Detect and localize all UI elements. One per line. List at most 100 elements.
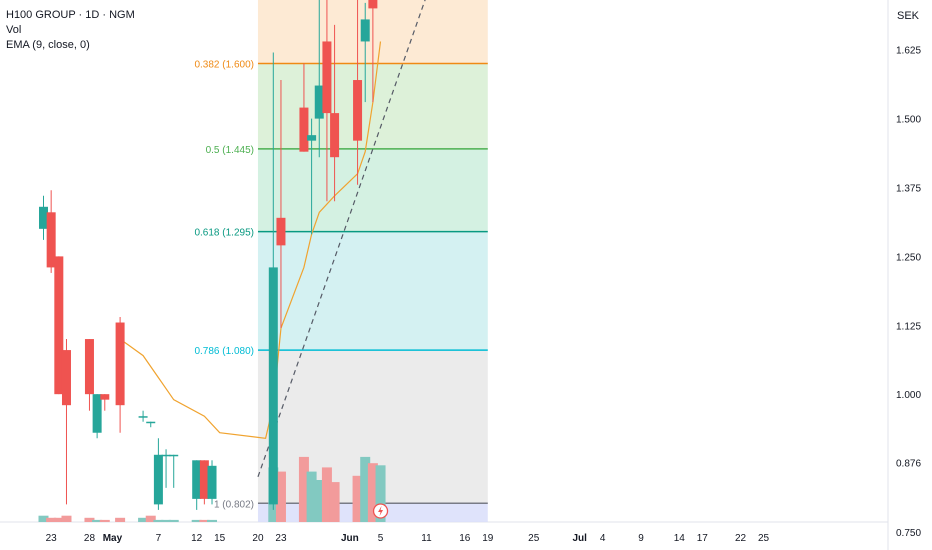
ema-indicator-label[interactable]: EMA (9, close, 0) <box>6 39 90 51</box>
candle-body <box>100 394 110 400</box>
volume-indicator-label[interactable]: Vol <box>6 24 22 36</box>
candle-body <box>314 85 324 119</box>
candle <box>161 449 171 488</box>
candle-body <box>39 206 48 229</box>
symbol-title[interactable]: H100 GROUP · 1D · NGM <box>6 9 135 21</box>
y-tick-label: 1.375 <box>896 184 921 195</box>
x-tick-label: 19 <box>482 533 494 544</box>
volume-bar <box>161 519 172 522</box>
x-tick-label: 25 <box>758 533 770 544</box>
candle <box>207 460 217 505</box>
candle <box>330 24 340 202</box>
candle <box>153 438 163 510</box>
volume-bar <box>367 463 378 522</box>
volume-bar <box>92 519 103 522</box>
candle-body <box>153 454 163 505</box>
volume-bar <box>53 517 64 522</box>
candle-body <box>360 19 370 42</box>
y-tick-label: 1.500 <box>896 115 921 126</box>
x-tick-label: 15 <box>214 533 226 544</box>
candle <box>368 0 378 103</box>
candle-body <box>330 113 340 158</box>
candle-body <box>161 454 171 457</box>
candle-body <box>84 339 94 395</box>
volume-bar <box>61 515 72 522</box>
volume-bar <box>46 517 57 522</box>
candle <box>46 190 56 273</box>
candle-body <box>307 135 317 141</box>
candle-body <box>92 394 102 433</box>
candle <box>307 118 317 235</box>
candle-body <box>54 256 64 395</box>
candle <box>54 256 64 395</box>
volume-bar <box>191 519 202 522</box>
x-tick-label: 4 <box>600 533 606 544</box>
candle-body <box>276 217 286 246</box>
volume-bar <box>153 519 164 522</box>
volume-bar <box>138 517 149 522</box>
candle <box>299 63 309 152</box>
candle <box>138 410 148 422</box>
volume-bar <box>207 519 218 522</box>
candle-body <box>115 322 125 406</box>
y-tick-label: 1.250 <box>896 252 921 263</box>
x-tick-label: 12 <box>191 533 203 544</box>
candle-body <box>192 460 202 499</box>
volume-bar <box>275 471 286 522</box>
candle-body <box>138 416 148 418</box>
y-tick-label: 1.000 <box>896 390 921 401</box>
y-tick-label: 1.625 <box>896 46 921 57</box>
y-tick-label: 0.876 <box>896 459 921 470</box>
x-tick-label: 16 <box>459 533 471 544</box>
candle <box>169 454 179 488</box>
volume-bar <box>199 519 210 522</box>
x-tick-label: Jun <box>341 533 359 544</box>
candle-body <box>169 454 179 457</box>
volume-bar <box>168 519 179 522</box>
fib-zone <box>257 231 488 351</box>
x-tick-label: 5 <box>378 533 384 544</box>
volume-bar <box>321 467 332 522</box>
volume-bar <box>38 515 49 522</box>
x-tick-label: May <box>103 533 123 544</box>
candle <box>276 80 286 329</box>
candle <box>268 52 278 510</box>
volume-bar <box>306 471 317 522</box>
x-tick-label: 25 <box>528 533 540 544</box>
candle <box>84 339 94 411</box>
x-tick-label: 9 <box>638 533 644 544</box>
fib-zone <box>257 148 488 232</box>
x-tick-label: Jul <box>572 533 587 544</box>
candle-body <box>268 267 278 505</box>
candle-body <box>199 460 209 499</box>
x-tick-label: 7 <box>156 533 162 544</box>
fib-level-label: 0.786 (1.080) <box>194 346 254 357</box>
y-tick-label: 1.125 <box>896 321 921 332</box>
fibonacci-retracement: 0 (2.09)0.236 (1.785)0.382 (1.600)0.5 (1… <box>194 0 488 522</box>
candle <box>353 0 363 185</box>
chart-legend: H100 GROUP · 1D · NGM Vol EMA (9, close,… <box>6 8 135 53</box>
x-tick-label: 23 <box>46 533 58 544</box>
candle <box>360 2 370 103</box>
x-tick-label: 20 <box>252 533 264 544</box>
fib-level-label: 1 (0.802) <box>214 499 254 510</box>
candle <box>100 394 110 411</box>
x-tick-label: 22 <box>735 533 747 544</box>
fib-level-label: 0.5 (1.445) <box>206 145 254 156</box>
candle <box>61 339 71 505</box>
candle <box>115 317 125 433</box>
candle-body <box>322 41 332 114</box>
volume-bar <box>329 482 340 522</box>
candle-body <box>207 465 217 499</box>
currency-label[interactable]: SEK <box>897 10 920 22</box>
fib-level-label: 0.618 (1.295) <box>194 228 254 239</box>
volume-bar <box>84 517 95 522</box>
candle-body <box>46 212 56 268</box>
volume-bar <box>99 519 110 522</box>
volume-bar <box>115 517 126 522</box>
volume-bar <box>352 475 363 522</box>
x-tick-label: 17 <box>697 533 709 544</box>
volume-bar <box>375 465 386 522</box>
candle <box>39 195 48 240</box>
